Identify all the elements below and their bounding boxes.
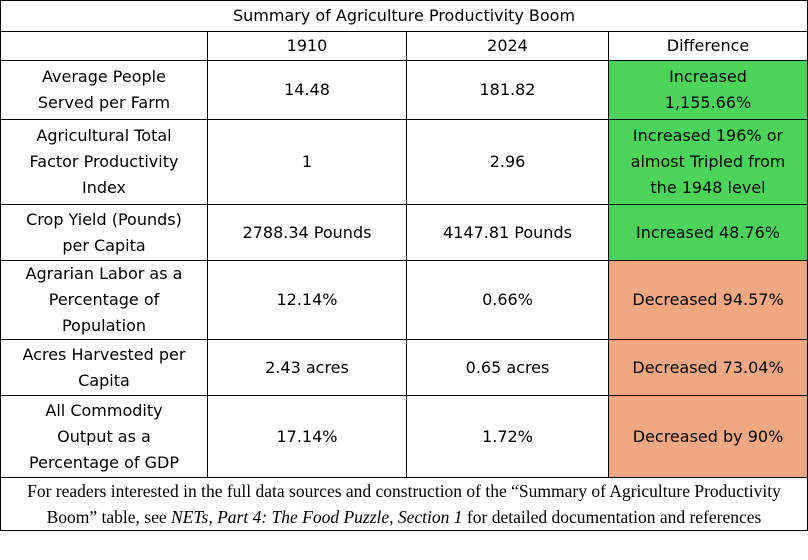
table-row: All Commodity Output as a Percentage of … [0, 395, 808, 478]
value-2024: 181.82 [406, 60, 609, 120]
row-label: All Commodity Output as a Percentage of … [0, 395, 208, 478]
row-label: Acres Harvested per Capita [0, 339, 208, 396]
table-row: Acres Harvested per Capita 2.43 acres 0.… [0, 339, 808, 396]
table-row: Crop Yield (Pounds) per Capita 2788.34 P… [0, 204, 808, 261]
footnote-reference: NETs, Part 4: The Food Puzzle, Section 1 [171, 507, 463, 527]
row-label: Agricultural Total Factor Productivity I… [0, 119, 208, 205]
difference-line: the 1948 level [650, 178, 766, 197]
row-label-line: Factor Productivity [29, 152, 179, 171]
table-row: Average People Served per Farm 14.48 181… [0, 60, 808, 120]
row-label-line: Percentage of GDP [29, 452, 179, 472]
row-label-line: Index [81, 178, 127, 197]
difference-line: Decreased by 90% [632, 426, 784, 446]
table-row: Agricultural Total Factor Productivity I… [0, 119, 808, 205]
row-label-line: Average People [42, 67, 166, 86]
header-difference: Difference [607, 31, 808, 61]
difference-line: Increased [669, 67, 747, 86]
row-label-line: Crop Yield (Pounds) [26, 209, 182, 229]
footnote: For readers interested in the full data … [0, 477, 808, 531]
row-label-line: Agrarian Labor as a [25, 264, 183, 283]
difference-cell: Increased 1,155.66% [607, 60, 808, 120]
row-label-line: per Capita [62, 235, 146, 255]
difference-line: 1,155.66% [664, 93, 752, 112]
value-1910: 17.14% [207, 395, 407, 478]
difference-line: almost Tripled from [630, 152, 786, 171]
value-2024: 1.72% [406, 395, 609, 478]
difference-line: Decreased 73.04% [632, 357, 784, 377]
row-label-line: All Commodity [45, 400, 163, 420]
difference-line: Increased 196% or [632, 126, 784, 145]
row-label: Crop Yield (Pounds) per Capita [0, 204, 208, 261]
difference-cell: Decreased 94.57% [607, 260, 808, 340]
value-1910: 1 [207, 119, 407, 205]
row-label-line: Population [61, 316, 147, 335]
difference-cell: Increased 48.76% [607, 204, 808, 261]
value-1910: 2788.34 Pounds [207, 204, 407, 261]
row-label-line: Output as a [57, 426, 151, 446]
difference-cell: Decreased by 90% [607, 395, 808, 478]
value-2024: 0.65 acres [406, 339, 609, 396]
row-label: Agrarian Labor as a Percentage of Popula… [0, 260, 208, 340]
value-2024: 0.66% [406, 260, 609, 340]
value-2024: 2.96 [406, 119, 609, 205]
header-row: 1910 2024 Difference [0, 31, 808, 61]
value-2024: 4147.81 Pounds [406, 204, 609, 261]
row-label-line: Agricultural Total [36, 126, 172, 145]
header-empty [0, 31, 208, 61]
difference-line: Decreased 94.57% [632, 290, 784, 309]
row-label-line: Acres Harvested per [22, 344, 186, 364]
row-label-line: Served per Farm [37, 93, 171, 112]
value-1910: 12.14% [207, 260, 407, 340]
value-1910: 2.43 acres [207, 339, 407, 396]
table-title-row: Summary of Agriculture Productivity Boom [0, 0, 808, 32]
table-title: Summary of Agriculture Productivity Boom [0, 0, 808, 32]
difference-cell: Increased 196% or almost Tripled from th… [607, 119, 808, 205]
difference-line: Increased 48.76% [636, 222, 780, 242]
header-2024: 2024 [406, 31, 609, 61]
table-row: Agrarian Labor as a Percentage of Popula… [0, 260, 808, 340]
productivity-summary-table: Summary of Agriculture Productivity Boom… [0, 0, 808, 531]
difference-cell: Decreased 73.04% [607, 339, 808, 396]
footnote-row: For readers interested in the full data … [0, 477, 808, 531]
value-1910: 14.48 [207, 60, 407, 120]
row-label: Average People Served per Farm [0, 60, 208, 120]
footnote-text: For readers interested in the full data … [27, 481, 781, 527]
row-label-line: Percentage of [48, 290, 160, 309]
row-label-line: Capita [78, 370, 130, 390]
header-1910: 1910 [207, 31, 407, 61]
footnote-text: for detailed documentation and reference… [462, 507, 762, 527]
